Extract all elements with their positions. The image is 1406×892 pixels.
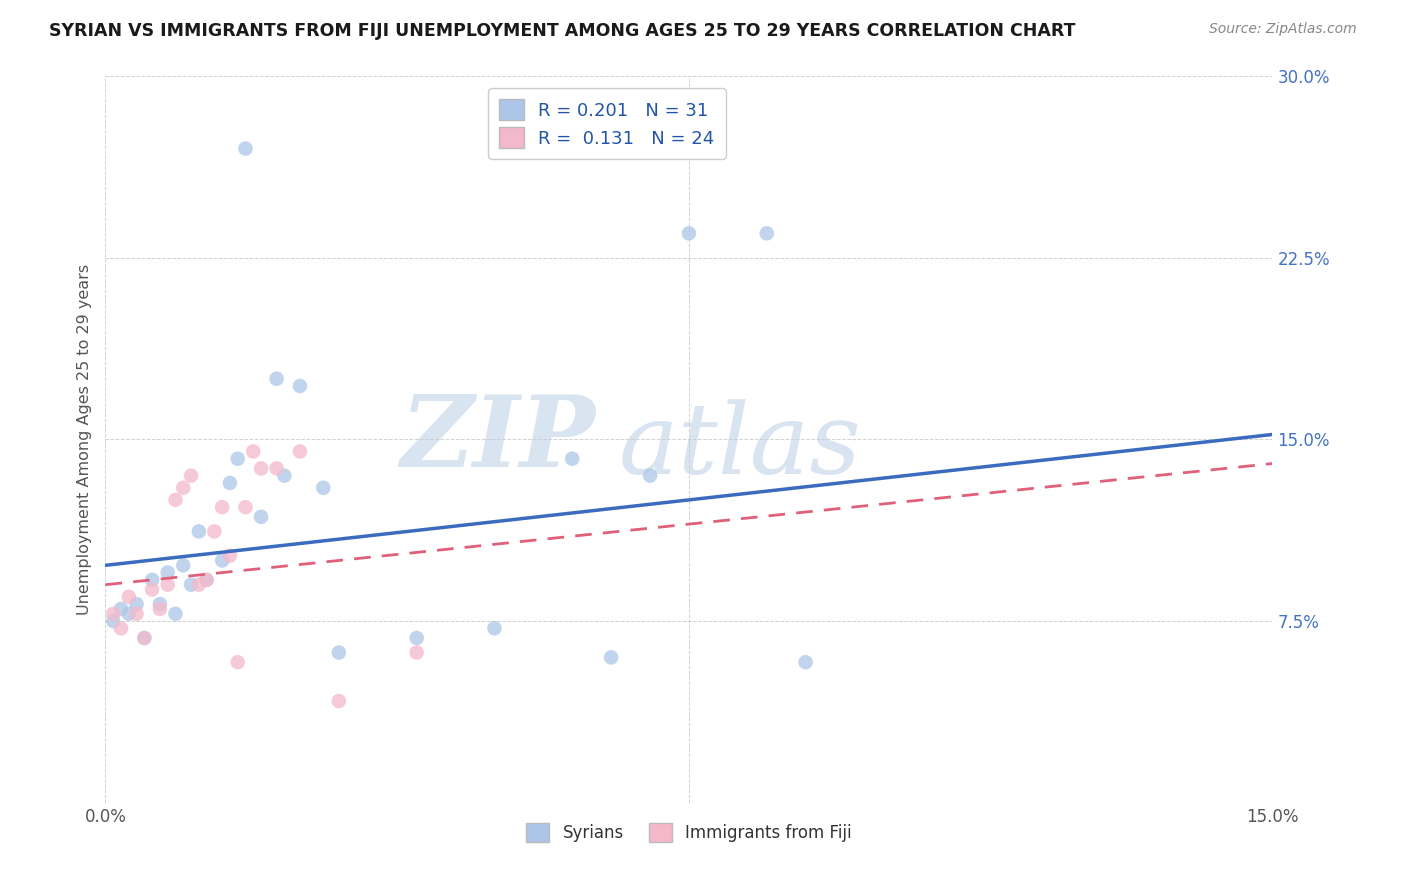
Point — [141, 573, 163, 587]
Point — [195, 573, 218, 587]
Point — [600, 650, 623, 665]
Point — [149, 602, 172, 616]
Point — [235, 141, 257, 155]
Point — [110, 602, 132, 616]
Point — [125, 597, 148, 611]
Point — [156, 566, 179, 580]
Point — [165, 607, 187, 621]
Point — [405, 646, 427, 660]
Point — [195, 573, 218, 587]
Point — [226, 451, 249, 466]
Point — [156, 578, 179, 592]
Point — [134, 631, 156, 645]
Text: SYRIAN VS IMMIGRANTS FROM FIJI UNEMPLOYMENT AMONG AGES 25 TO 29 YEARS CORRELATIO: SYRIAN VS IMMIGRANTS FROM FIJI UNEMPLOYM… — [49, 22, 1076, 40]
Point — [211, 500, 233, 515]
Text: ZIP: ZIP — [401, 391, 596, 488]
Point — [187, 578, 209, 592]
Point — [755, 227, 778, 241]
Point — [638, 468, 661, 483]
Legend: Syrians, Immigrants from Fiji: Syrians, Immigrants from Fiji — [519, 816, 859, 849]
Point — [165, 492, 187, 507]
Point — [484, 621, 506, 635]
Point — [219, 549, 242, 563]
Point — [219, 475, 242, 490]
Point — [266, 461, 288, 475]
Point — [110, 621, 132, 635]
Point — [288, 379, 311, 393]
Point — [149, 597, 172, 611]
Point — [103, 607, 125, 621]
Point — [328, 694, 350, 708]
Point — [211, 553, 233, 567]
Point — [118, 607, 141, 621]
Point — [250, 509, 273, 524]
Point — [405, 631, 427, 645]
Point — [312, 481, 335, 495]
Point — [118, 590, 141, 604]
Point — [226, 655, 249, 669]
Y-axis label: Unemployment Among Ages 25 to 29 years: Unemployment Among Ages 25 to 29 years — [76, 264, 91, 615]
Point — [273, 468, 295, 483]
Point — [794, 655, 817, 669]
Point — [250, 461, 273, 475]
Point — [242, 444, 264, 458]
Point — [103, 614, 125, 628]
Point — [180, 468, 202, 483]
Point — [678, 227, 700, 241]
Point — [235, 500, 257, 515]
Point — [328, 646, 350, 660]
Point — [187, 524, 209, 539]
Text: Source: ZipAtlas.com: Source: ZipAtlas.com — [1209, 22, 1357, 37]
Point — [288, 444, 311, 458]
Text: atlas: atlas — [619, 399, 862, 494]
Point — [125, 607, 148, 621]
Point — [134, 631, 156, 645]
Point — [141, 582, 163, 597]
Point — [266, 372, 288, 386]
Point — [172, 481, 194, 495]
Point — [172, 558, 194, 573]
Point — [561, 451, 583, 466]
Point — [202, 524, 225, 539]
Point — [180, 578, 202, 592]
